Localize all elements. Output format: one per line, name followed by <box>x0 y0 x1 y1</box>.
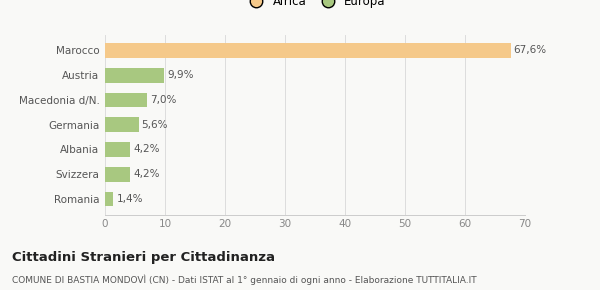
Text: 4,2%: 4,2% <box>133 169 160 179</box>
Text: 7,0%: 7,0% <box>150 95 176 105</box>
Text: Cittadini Stranieri per Cittadinanza: Cittadini Stranieri per Cittadinanza <box>12 251 275 264</box>
Bar <box>105 192 113 206</box>
Text: 9,9%: 9,9% <box>167 70 194 80</box>
Bar <box>105 93 147 107</box>
Bar <box>105 43 511 58</box>
Text: 67,6%: 67,6% <box>514 46 547 55</box>
Text: 5,6%: 5,6% <box>142 120 168 130</box>
Bar <box>105 142 130 157</box>
Bar <box>105 117 139 132</box>
Text: COMUNE DI BASTIA MONDOVÌ (CN) - Dati ISTAT al 1° gennaio di ogni anno - Elaboraz: COMUNE DI BASTIA MONDOVÌ (CN) - Dati IST… <box>12 274 476 284</box>
Legend: Africa, Europa: Africa, Europa <box>239 0 391 13</box>
Bar <box>105 167 130 182</box>
Text: 4,2%: 4,2% <box>133 144 160 155</box>
Bar <box>105 68 164 83</box>
Text: 1,4%: 1,4% <box>116 194 143 204</box>
